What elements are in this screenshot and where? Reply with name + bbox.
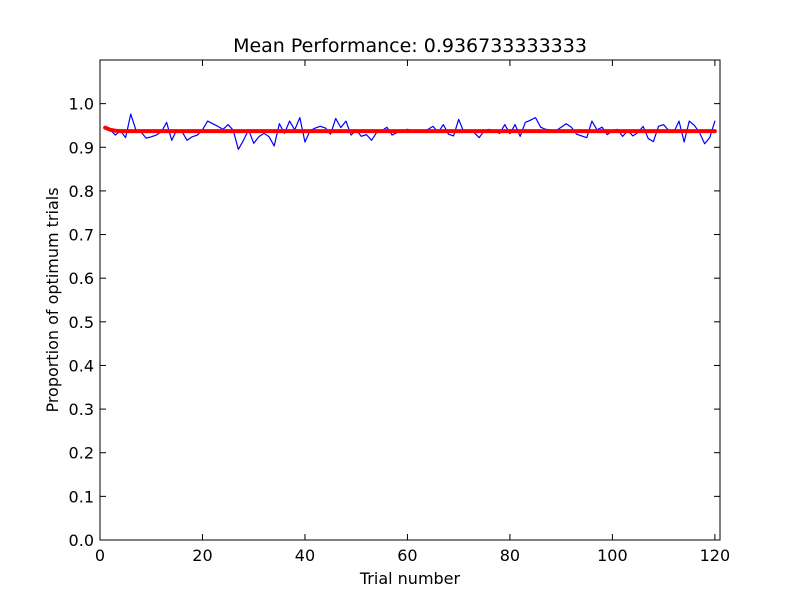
series-line-1 (103, 125, 717, 134)
x-tick-label: 20 (192, 546, 212, 565)
y-tick-label: 0.9 (69, 138, 94, 157)
y-tick-label: 0.8 (69, 182, 94, 201)
y-tick-label: 0.3 (69, 400, 94, 419)
y-tick-label: 0.0 (69, 531, 94, 550)
x-axis-label: Trial number (359, 569, 461, 588)
y-tick-label: 0.1 (69, 487, 94, 506)
series-layer (103, 113, 717, 151)
x-tick-label: 120 (700, 546, 731, 565)
x-tick-label: 40 (295, 546, 315, 565)
y-axis-label: Proportion of optimum trials (43, 187, 62, 412)
x-tick-label: 100 (597, 546, 628, 565)
x-axis: 0 20 40 60 80 100 120 (95, 60, 730, 565)
x-tick-label: 60 (397, 546, 417, 565)
x-tick-label: 80 (500, 546, 520, 565)
y-axis: 0.0 0.1 0.2 0.3 0.4 0.5 0.6 0.7 0.8 0.9 1.0 (69, 95, 720, 550)
y-tick-label: 0.4 (69, 356, 94, 375)
y-tick-label: 0.7 (69, 226, 94, 245)
y-tick-label: 0.6 (69, 269, 94, 288)
y-tick-label: 0.5 (69, 313, 94, 332)
chart-title: Mean Performance: 0.936733333333 (233, 35, 587, 57)
y-tick-label: 0.2 (69, 444, 94, 463)
plot-frame (99, 59, 721, 541)
y-tick-label: 1.0 (69, 95, 94, 114)
x-tick-label: 0 (95, 546, 105, 565)
